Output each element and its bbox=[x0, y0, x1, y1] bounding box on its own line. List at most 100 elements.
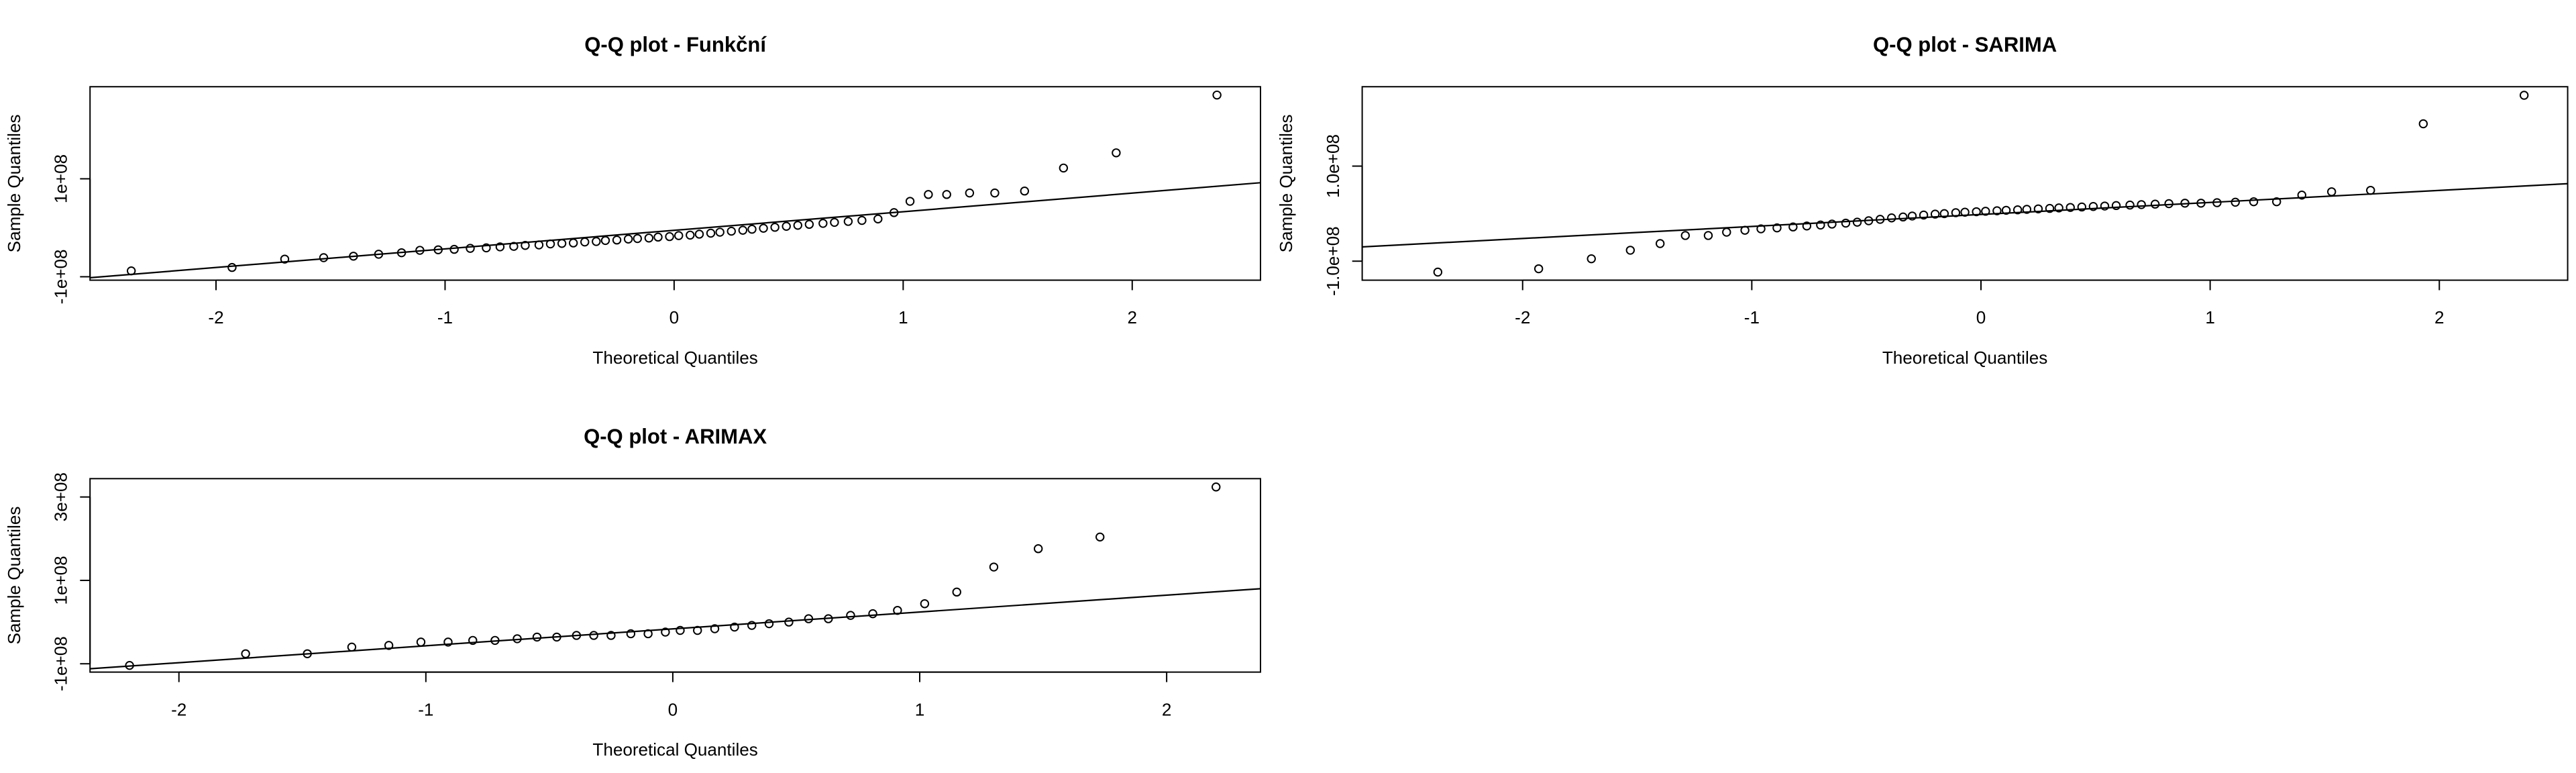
point bbox=[2249, 197, 2259, 207]
point bbox=[693, 625, 702, 635]
point bbox=[990, 188, 1000, 198]
point bbox=[280, 254, 290, 264]
point bbox=[545, 239, 555, 249]
y-tick-label: 3e+08 bbox=[50, 472, 70, 521]
point bbox=[589, 631, 598, 640]
point bbox=[804, 219, 814, 229]
point bbox=[989, 562, 999, 572]
point bbox=[665, 231, 674, 242]
point bbox=[2077, 202, 2087, 212]
point bbox=[1587, 254, 1596, 264]
plot-box bbox=[89, 478, 1261, 673]
qq-line bbox=[90, 182, 1260, 279]
point bbox=[1680, 231, 1690, 240]
point bbox=[2012, 205, 2023, 215]
point bbox=[1816, 220, 1825, 230]
point bbox=[2271, 197, 2282, 207]
point bbox=[644, 234, 654, 243]
point bbox=[1960, 207, 1970, 217]
point bbox=[319, 253, 329, 262]
point bbox=[715, 227, 724, 237]
point bbox=[521, 241, 530, 250]
point bbox=[2519, 91, 2529, 100]
point bbox=[830, 217, 839, 227]
chart-title: Q-Q plot - SARIMA bbox=[1873, 33, 2057, 56]
point bbox=[1772, 223, 1782, 233]
point bbox=[490, 635, 500, 646]
point bbox=[661, 627, 670, 637]
point bbox=[905, 197, 915, 206]
point bbox=[1875, 215, 1885, 224]
point bbox=[1972, 207, 1981, 217]
point bbox=[889, 208, 899, 217]
point bbox=[924, 190, 933, 199]
point bbox=[1756, 224, 1766, 234]
point bbox=[592, 237, 601, 246]
point bbox=[653, 232, 663, 242]
x-tick-label: -2 bbox=[171, 699, 186, 719]
point bbox=[532, 632, 542, 642]
point bbox=[227, 262, 237, 272]
point bbox=[626, 629, 636, 639]
point bbox=[1852, 217, 1862, 227]
point bbox=[676, 625, 685, 635]
point bbox=[1898, 212, 1908, 222]
point bbox=[557, 239, 567, 248]
point bbox=[513, 634, 522, 643]
point bbox=[1095, 532, 1105, 542]
point bbox=[1212, 482, 1221, 492]
point bbox=[416, 637, 426, 647]
point bbox=[893, 605, 902, 615]
point bbox=[793, 221, 802, 230]
point bbox=[1703, 231, 1713, 240]
point bbox=[727, 226, 736, 236]
y-axis-label: Sample Quantiles bbox=[4, 507, 24, 645]
point bbox=[612, 235, 622, 245]
point bbox=[2054, 203, 2063, 213]
x-tick-label: 2 bbox=[2434, 307, 2445, 327]
point bbox=[2297, 191, 2306, 200]
point bbox=[2022, 205, 2032, 214]
point bbox=[1112, 148, 1121, 158]
point bbox=[552, 632, 561, 642]
point bbox=[674, 231, 684, 240]
x-tick-label: 0 bbox=[668, 699, 678, 719]
point bbox=[1864, 216, 1874, 225]
point bbox=[868, 609, 877, 619]
x-tick-label: 1 bbox=[915, 699, 925, 719]
x-tick-label: -2 bbox=[208, 307, 223, 327]
point bbox=[747, 224, 757, 234]
point bbox=[1788, 222, 1798, 231]
point bbox=[468, 635, 478, 646]
point bbox=[706, 228, 716, 238]
point bbox=[2065, 203, 2075, 212]
point bbox=[2164, 199, 2174, 209]
point bbox=[2045, 203, 2055, 213]
x-axis-label: Theoretical Quantiles bbox=[1882, 348, 2047, 368]
point bbox=[2150, 199, 2160, 209]
chart-title: Q-Q plot - ARIMAX bbox=[584, 425, 767, 448]
point bbox=[824, 614, 833, 623]
point bbox=[572, 631, 582, 640]
x-tick-label: 1 bbox=[898, 307, 908, 327]
x-axis-label: Theoretical Quantiles bbox=[592, 348, 757, 368]
point bbox=[2033, 204, 2043, 214]
point bbox=[747, 621, 757, 630]
point bbox=[384, 641, 394, 650]
point bbox=[2001, 205, 2011, 215]
point bbox=[1534, 264, 1544, 274]
point bbox=[1020, 187, 1030, 196]
point bbox=[1722, 227, 1731, 237]
y-axis-label: Sample Quantiles bbox=[1276, 114, 1296, 252]
point bbox=[2125, 200, 2135, 210]
point bbox=[1919, 210, 1929, 220]
point bbox=[509, 242, 519, 251]
point bbox=[770, 223, 780, 232]
point bbox=[784, 617, 794, 627]
point bbox=[873, 214, 883, 224]
x-tick-label: -1 bbox=[437, 307, 453, 327]
point bbox=[1212, 90, 1222, 100]
point bbox=[449, 244, 459, 254]
point bbox=[2111, 201, 2121, 211]
